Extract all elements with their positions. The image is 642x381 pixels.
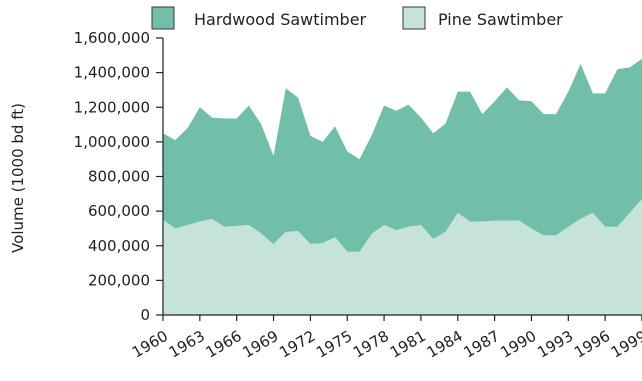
y-tick-label: 200,000 xyxy=(88,271,150,289)
area-hardwood-sawtimber xyxy=(163,58,642,252)
y-tick-label: 0 xyxy=(140,306,150,324)
x-tick-label: 1993 xyxy=(534,327,576,362)
x-tick-label: 1999 xyxy=(608,327,642,362)
x-tick-label: 1960 xyxy=(129,327,171,362)
y-tick-label: 1,400,000 xyxy=(74,64,150,82)
x-tick-label: 1963 xyxy=(166,327,208,362)
x-tick-label: 1984 xyxy=(424,327,466,362)
legend-swatch-pine xyxy=(402,6,426,30)
x-tick-label: 1966 xyxy=(203,327,245,362)
plot-areas xyxy=(163,58,642,315)
legend-swatch-hardwood xyxy=(151,6,175,30)
x-tick-label: 1987 xyxy=(461,327,503,362)
x-tick-label: 1969 xyxy=(239,327,281,362)
legend-label-pine: Pine Sawtimber xyxy=(438,10,563,29)
x-tick-label: 1981 xyxy=(387,327,429,362)
x-ticks: 1960196319661969197219751978198119841987… xyxy=(129,315,642,362)
y-axis-label: Volume (1000 bd ft) xyxy=(9,103,27,253)
legend: Hardwood Sawtimber Pine Sawtimber xyxy=(151,6,563,30)
y-ticks: 0 200,000 400,000 600,000 800,000 1,000,000 1,… xyxy=(74,29,163,324)
x-tick-label: 1990 xyxy=(497,327,539,362)
y-tick-label: 1,200,000 xyxy=(74,98,150,116)
x-tick-label: 1996 xyxy=(571,327,613,362)
area-pine-sawtimber xyxy=(163,199,642,315)
y-tick-label: 1,000,000 xyxy=(74,133,150,151)
y-tick-label: 600,000 xyxy=(88,202,150,220)
y-tick-label: 1,600,000 xyxy=(74,29,150,47)
x-tick-label: 1978 xyxy=(350,327,392,362)
y-tick-label: 800,000 xyxy=(88,168,150,186)
x-tick-label: 1972 xyxy=(276,327,318,362)
x-tick-label: 1975 xyxy=(313,327,355,362)
legend-label-hardwood: Hardwood Sawtimber xyxy=(194,10,367,29)
y-tick-label: 400,000 xyxy=(88,237,150,255)
